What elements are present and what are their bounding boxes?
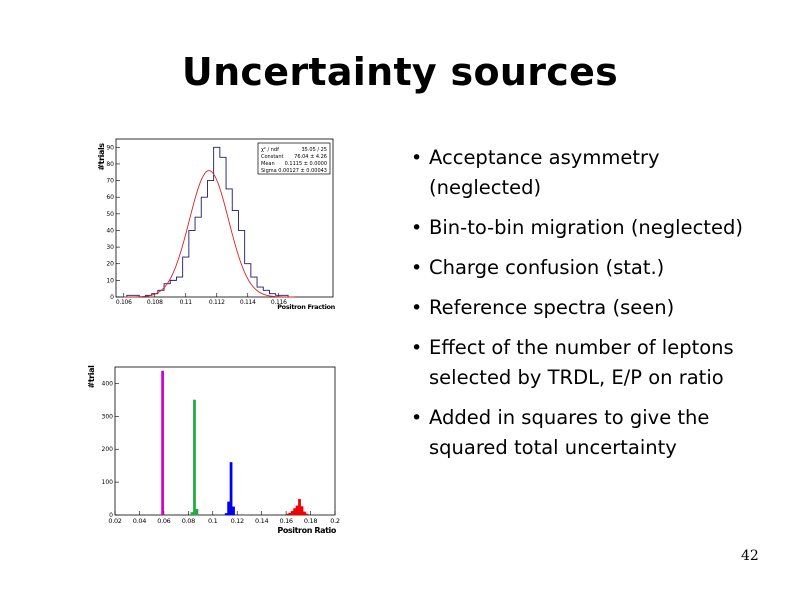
y-tick-label: 400 <box>102 380 114 387</box>
slide-title: Uncertainty sources <box>181 50 619 94</box>
y-tick-label: 0 <box>110 294 114 301</box>
x-axis-label: Positron Fraction <box>277 303 335 311</box>
plot-frame <box>114 366 336 516</box>
magenta-bar <box>161 370 165 516</box>
x-axis-label: Positron Ratio <box>277 526 337 535</box>
bullet-text: Acceptance asymmetry (neglected) <box>429 146 660 199</box>
red-bar <box>298 499 301 516</box>
x-tick-label: 0.11 <box>180 299 193 306</box>
green-bar <box>190 512 194 516</box>
x-tick-label: 0.12 <box>231 517 244 525</box>
y-tick-label: 100 <box>102 479 114 486</box>
blue-bar <box>224 513 228 516</box>
x-tick-label: 0.14 <box>255 517 268 525</box>
y-tick-label: 50 <box>106 211 114 218</box>
x-tick-label: 0.2 <box>330 517 340 525</box>
bullet-dot-icon: • <box>411 297 423 319</box>
bullet-dot-icon: • <box>411 257 423 279</box>
blue-bar <box>229 462 233 516</box>
bullet-item: • Bin-to-bin migration (neglected) <box>410 213 770 243</box>
y-tick-label: 40 <box>106 227 114 234</box>
bullet-text: Bin-to-bin migration (neglected) <box>429 216 743 239</box>
x-tick-label: 0.18 <box>304 517 317 525</box>
bullet-item: • Charge confusion (stat.) <box>410 253 770 283</box>
stats-value-mean: 0.1115 ± 0.0000 <box>285 161 327 167</box>
y-tick-label: 300 <box>102 413 114 420</box>
bullet-text: Added in squares to give the squared tot… <box>429 406 710 459</box>
stats-value-constant: 76.04 ± 4.26 <box>294 154 327 160</box>
bullet-dot-icon: • <box>411 337 423 359</box>
y-tick-label: 80 <box>106 161 114 168</box>
red-bar <box>285 513 289 516</box>
y-tick-label: 90 <box>106 144 114 151</box>
blue-bar <box>227 501 231 516</box>
stats-label-sigma: Sigma <box>261 168 277 174</box>
x-tick-label: 0.16 <box>279 517 292 525</box>
plot-frame <box>115 138 334 298</box>
x-tick-label: 0.04 <box>133 517 146 525</box>
fit-statistics-box: χ² / ndf 35.05 / 25 Constant 76.04 ± 4.2… <box>257 142 331 175</box>
stats-label-chi2: χ² / ndf <box>261 147 279 153</box>
stats-label-constant: Constant <box>261 154 284 160</box>
stats-value-chi2: 35.05 / 25 <box>301 147 327 153</box>
green-bar <box>195 508 199 516</box>
green-bar <box>193 399 196 516</box>
x-tick-label: 0.106 <box>116 299 132 306</box>
x-tick-label: 0.108 <box>147 299 163 306</box>
red-bar <box>295 505 299 516</box>
x-tick-label: 0.02 <box>108 517 121 525</box>
page-number: 42 <box>741 548 759 564</box>
bullet-text: Effect of the number of leptons selected… <box>429 336 734 389</box>
histogram-steps <box>120 146 295 298</box>
bullet-list: • Acceptance asymmetry (neglected) • Bin-t… <box>410 143 770 473</box>
red-bar <box>293 508 297 516</box>
red-bar <box>305 513 309 516</box>
y-tick-label: 20 <box>106 261 114 268</box>
x-tick-label: 0.116 <box>271 299 287 306</box>
y-tick-label: 60 <box>106 194 114 201</box>
y-tick-label: 10 <box>106 277 114 284</box>
red-bar <box>300 506 304 516</box>
y-tick-label: 0 <box>109 512 113 519</box>
red-bar <box>303 511 306 516</box>
x-tick-label: 0.114 <box>240 299 256 306</box>
x-tick-label: 0.06 <box>157 517 170 525</box>
gaussian-fit-curve <box>123 170 295 298</box>
x-tick-label: 0.112 <box>209 299 225 306</box>
bullet-text: Charge confusion (stat.) <box>429 256 665 279</box>
stats-label-mean: Mean <box>261 161 275 167</box>
y-tick-label: 200 <box>102 446 114 453</box>
red-bar <box>290 510 294 516</box>
stats-value-sigma: 0.00127 ± 0.00043 <box>278 168 327 174</box>
x-tick-label: 0.1 <box>208 517 218 525</box>
bullet-dot-icon: • <box>411 217 423 239</box>
bullet-item: • Acceptance asymmetry (neglected) <box>410 143 770 203</box>
y-axis-label: #trial <box>87 365 96 389</box>
bullet-item: • Added in squares to give the squared to… <box>410 403 770 463</box>
bullet-dot-icon: • <box>411 407 423 429</box>
red-bar <box>288 512 292 516</box>
x-tick-label: 0.08 <box>182 517 195 525</box>
y-tick-label: 30 <box>106 244 114 251</box>
bullet-dot-icon: • <box>411 147 423 169</box>
y-axis-label: #trials <box>97 143 106 171</box>
bullet-item: • Effect of the number of leptons selecte… <box>410 333 770 393</box>
y-tick-label: 70 <box>106 178 114 185</box>
bullet-item: • Reference spectra (seen) <box>410 293 770 323</box>
bullet-text: Reference spectra (seen) <box>429 296 675 319</box>
blue-bar <box>232 506 235 516</box>
